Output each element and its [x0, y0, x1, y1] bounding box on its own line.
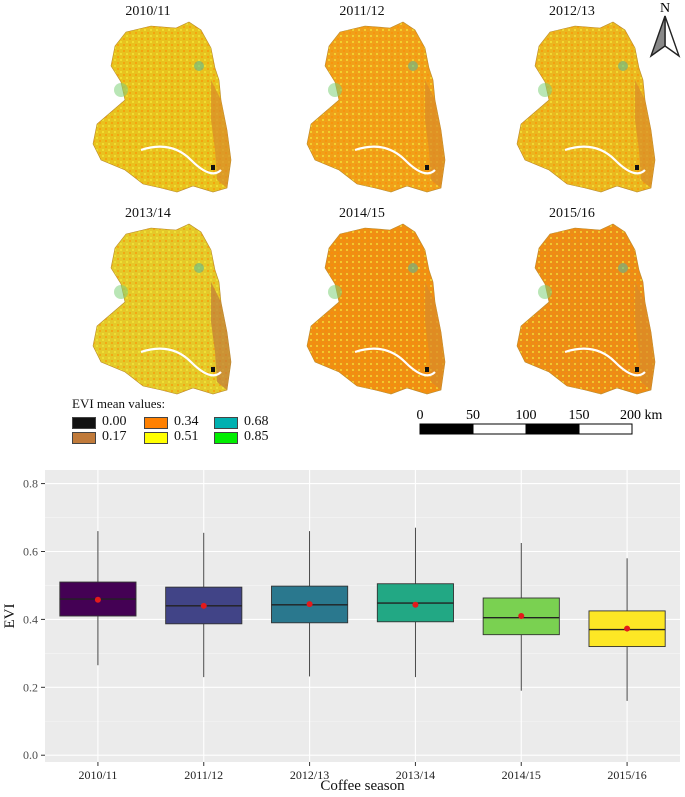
scale-segment: [419, 423, 474, 435]
map-title: 2012/13: [549, 4, 595, 19]
y-tick-label: 0.6: [23, 544, 38, 558]
legend-swatch: [214, 432, 238, 444]
legend-title: EVI mean values:: [72, 396, 166, 411]
x-tick-label: 2014/15: [502, 768, 541, 782]
box-2013/14: [376, 527, 454, 678]
x-tick-label: 2011/12: [184, 768, 223, 782]
evi-map: [306, 223, 446, 395]
x-tick-label: 2012/13: [290, 768, 329, 782]
scale-tick-label: 200 km: [620, 408, 662, 423]
legend-swatch: [72, 432, 96, 444]
mean-point: [200, 602, 207, 609]
evi-boxplot: 0.0 0.2 0.4 0.6 0.8 2010/11 2011/12 2012/13 2013…: [0, 460, 685, 794]
legend-label: 0.68: [244, 414, 269, 429]
x-tick-label: 2010/11: [78, 768, 117, 782]
evi-map: [516, 223, 656, 395]
mean-point: [518, 613, 525, 619]
evi-map: [92, 223, 232, 395]
box-2015/16: [588, 558, 666, 701]
north-arrow-right-icon: [664, 15, 681, 58]
y-tick-label: 0.4: [23, 612, 38, 626]
map-title: 2014/15: [339, 206, 385, 221]
y-axis-title: EVI: [2, 604, 18, 629]
map-title: 2015/16: [549, 206, 595, 221]
legend-swatch: [214, 417, 238, 429]
map-panel: 2014/15: [290, 206, 490, 396]
x-tick-label: 2015/16: [607, 768, 646, 782]
map-title: 2011/12: [339, 4, 385, 19]
box-2011/12: [165, 532, 243, 678]
scale-tick-label: 100: [516, 408, 537, 423]
map-panel: 2011/12: [290, 4, 490, 194]
legend-label: 0.34: [174, 414, 199, 429]
mean-point: [412, 601, 419, 608]
evi-map: [92, 21, 232, 193]
plot-panel: [45, 470, 680, 762]
legend-swatch: [72, 417, 96, 429]
mean-point: [306, 601, 313, 608]
y-tick-label: 0.0: [23, 748, 38, 762]
box-2012/13: [271, 531, 349, 677]
map-title: 2010/11: [125, 4, 171, 19]
scale-segment: [472, 423, 527, 435]
evi-legend: EVI mean values: 0.00 0.17 0.34 0.51 0.68 0.8…: [72, 396, 302, 448]
north-arrow-left-icon: [649, 15, 666, 58]
x-axis-title: Coffee season: [320, 778, 405, 792]
y-tick-label: 0.2: [23, 680, 38, 694]
map-panel: 2013/14: [76, 206, 276, 396]
legend-swatch: [144, 432, 168, 444]
map-panel: 2012/13: [500, 4, 685, 194]
legend-swatch: [144, 417, 168, 429]
scale-bar: 0 50 100 150 200 km: [412, 405, 663, 437]
map-panel: 2015/16: [500, 206, 685, 396]
map-panel: 2010/11: [76, 4, 276, 194]
north-label: N: [660, 1, 670, 16]
legend-label: 0.85: [244, 429, 269, 444]
mean-point: [94, 596, 101, 603]
scale-tick-label: 0: [417, 408, 424, 423]
legend-label: 0.51: [174, 429, 199, 444]
legend-label: 0.00: [102, 414, 127, 429]
scale-tick-label: 150: [569, 408, 590, 423]
map-title: 2013/14: [125, 206, 171, 221]
y-tick-label: 0.8: [23, 477, 38, 491]
box-2010/11: [59, 531, 137, 666]
x-tick-label: 2013/14: [396, 768, 435, 782]
scale-tick-label: 50: [466, 408, 480, 423]
evi-map: [516, 21, 656, 193]
north-arrow: N: [645, 0, 685, 60]
scale-segment: [578, 423, 633, 435]
legend-label: 0.17: [102, 429, 127, 444]
scale-segment: [525, 423, 580, 435]
mean-point: [624, 625, 631, 632]
box-2014/15: [482, 543, 560, 691]
evi-map: [306, 21, 446, 193]
